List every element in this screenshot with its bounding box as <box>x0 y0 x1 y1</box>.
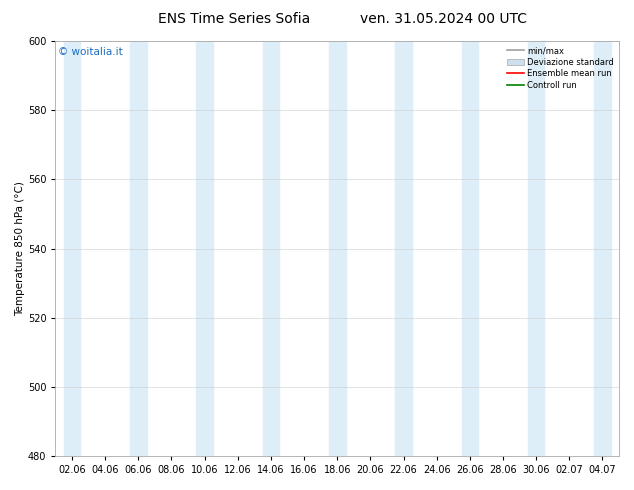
Text: © woitalia.it: © woitalia.it <box>58 47 123 57</box>
Bar <box>329 41 346 456</box>
Bar <box>462 41 478 456</box>
Bar <box>594 41 611 456</box>
Bar <box>197 41 213 456</box>
Legend: min/max, Deviazione standard, Ensemble mean run, Controll run: min/max, Deviazione standard, Ensemble m… <box>504 43 618 93</box>
Bar <box>130 41 146 456</box>
Bar <box>395 41 412 456</box>
Bar <box>528 41 545 456</box>
Text: ven. 31.05.2024 00 UTC: ven. 31.05.2024 00 UTC <box>360 12 527 26</box>
Bar <box>262 41 279 456</box>
Y-axis label: Temperature 850 hPa (°C): Temperature 850 hPa (°C) <box>15 181 25 316</box>
Text: ENS Time Series Sofia: ENS Time Series Sofia <box>158 12 311 26</box>
Bar <box>64 41 81 456</box>
